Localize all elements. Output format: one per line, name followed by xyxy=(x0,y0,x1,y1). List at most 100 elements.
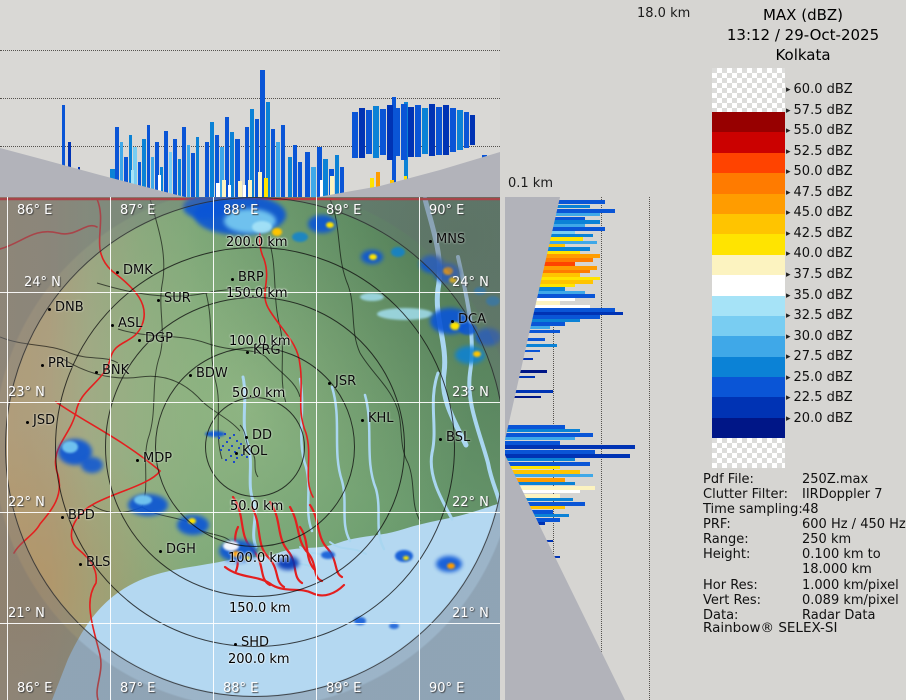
level-arrow-icon: ▸ xyxy=(786,146,791,157)
city-label: JSR xyxy=(335,374,357,389)
top-panel-bar xyxy=(311,167,316,197)
top-panel-bar xyxy=(305,152,310,197)
top-panel-bar xyxy=(230,132,234,197)
top-panel-bar xyxy=(187,145,190,197)
metadata-row: Clutter Filter: IIRDoppler 7 xyxy=(703,487,883,502)
legend-swatch xyxy=(712,152,785,174)
latitude-label: 23° N xyxy=(452,385,489,400)
color-scale-label: ▸ 55.0 dBZ xyxy=(786,123,853,139)
right-panel-bar xyxy=(505,478,565,482)
legend-swatch xyxy=(712,275,785,296)
city-marker-dot xyxy=(79,563,82,566)
latitude-line xyxy=(0,623,500,624)
legend-swatch xyxy=(712,397,785,418)
city-label: DNB xyxy=(55,300,84,315)
top-panel-bar xyxy=(260,70,265,197)
color-scale-label: ▸ 27.5 dBZ xyxy=(786,349,853,365)
level-arrow-icon: ▸ xyxy=(786,372,791,383)
metadata-value: IIRDoppler 7 xyxy=(802,487,883,502)
top-panel-bar xyxy=(133,147,137,197)
longitude-label: 90° E xyxy=(429,681,465,696)
right-panel-bar xyxy=(505,315,600,319)
top-panel-bar xyxy=(450,108,456,152)
top-panel-bar xyxy=(124,157,128,197)
station-name: Kolkata xyxy=(775,46,831,64)
right-panel-bar xyxy=(505,344,557,347)
top-panel-bar xyxy=(352,112,358,158)
top-panel-bar xyxy=(373,106,379,158)
metadata-row: Data: Radar Data xyxy=(703,608,875,623)
city-marker-dot xyxy=(234,643,237,646)
metadata-value: 0.100 km to xyxy=(802,547,881,562)
right-panel-bar xyxy=(505,209,615,213)
metadata-label: Range: xyxy=(703,532,749,547)
top-panel-bar xyxy=(415,105,421,157)
right-panel-bar xyxy=(505,308,615,312)
top-panel-bar xyxy=(335,155,339,197)
level-arrow-icon: ▸ xyxy=(786,228,791,239)
top-panel-bar xyxy=(178,159,181,197)
right-panel-bar xyxy=(505,445,635,449)
level-text: 35.0 dBZ xyxy=(793,287,853,303)
right-panel-bar xyxy=(505,474,593,477)
right-panel-bar xyxy=(505,470,580,474)
metadata-label: Hor Res: xyxy=(703,578,758,593)
top-panel-bar xyxy=(169,152,172,197)
right-panel-bar xyxy=(505,284,575,287)
right-panel-bar xyxy=(505,466,560,469)
product-title: MAX (dBZ) xyxy=(762,6,844,24)
range-ring-label: 150.0 km xyxy=(229,601,291,616)
latitude-line xyxy=(0,512,500,513)
legend-swatch xyxy=(712,234,785,255)
metadata-row: PRF: 600 Hz / 450 Hz xyxy=(703,517,906,532)
radar-map-panel: 86° E 86° E 87° E 87° E 88° E 88° E 89° E 89° E… xyxy=(0,197,500,700)
color-scale xyxy=(712,68,785,469)
top-panel-bar xyxy=(266,102,270,197)
top-panel-bar xyxy=(151,157,154,197)
latitude-label: 23° N xyxy=(8,385,45,400)
metadata-value: Radar Data xyxy=(802,608,876,623)
top-panel-bar xyxy=(293,145,297,197)
city-marker-dot xyxy=(451,320,454,323)
metadata-label: Time sampling: xyxy=(703,502,803,517)
right-panel-bar xyxy=(505,227,605,231)
top-panel-bar xyxy=(436,107,442,155)
right-panel-bar xyxy=(505,330,560,333)
level-arrow-icon: ▸ xyxy=(786,413,791,424)
city-marker-dot xyxy=(41,364,44,367)
city-marker-dot xyxy=(157,299,160,302)
height-axis-max-label: 18.0 km xyxy=(637,6,691,21)
right-panel-bar xyxy=(505,490,580,493)
city-label: DCA xyxy=(458,312,486,327)
legend-swatch xyxy=(712,132,785,153)
level-arrow-icon: ▸ xyxy=(786,393,791,404)
city-marker-dot xyxy=(246,351,249,354)
metadata-label: Vert Res: xyxy=(703,593,762,608)
level-arrow-icon: ▸ xyxy=(786,167,791,178)
city-marker-dot xyxy=(136,459,139,462)
city-marker-dot xyxy=(429,240,432,243)
color-scale-label: ▸ 22.5 dBZ xyxy=(786,390,853,406)
top-panel-bar xyxy=(147,125,150,197)
longitude-label: 88° E xyxy=(223,681,259,696)
city-marker-dot xyxy=(111,324,114,327)
top-panel-bar xyxy=(470,115,475,145)
right-panel-bar xyxy=(505,270,590,273)
legend-swatch-checker xyxy=(712,438,785,469)
top-panel-bar xyxy=(228,185,231,197)
top-panel-bar xyxy=(215,135,219,197)
range-ring-label: 200.0 km xyxy=(228,652,290,667)
right-panel-bar xyxy=(505,298,575,301)
longitude-line xyxy=(213,197,214,700)
top-panel-bar xyxy=(255,119,259,197)
top-panel-gridline xyxy=(0,98,500,99)
city-marker-dot xyxy=(361,419,364,422)
color-scale-label: ▸ 35.0 dBZ xyxy=(786,288,853,304)
city-label: ASL xyxy=(118,316,143,331)
city-marker-dot xyxy=(61,516,64,519)
legend-swatch xyxy=(712,377,785,398)
top-panel-bar xyxy=(422,108,428,154)
legend-swatch xyxy=(712,112,785,133)
top-panel-gridline xyxy=(0,50,500,51)
